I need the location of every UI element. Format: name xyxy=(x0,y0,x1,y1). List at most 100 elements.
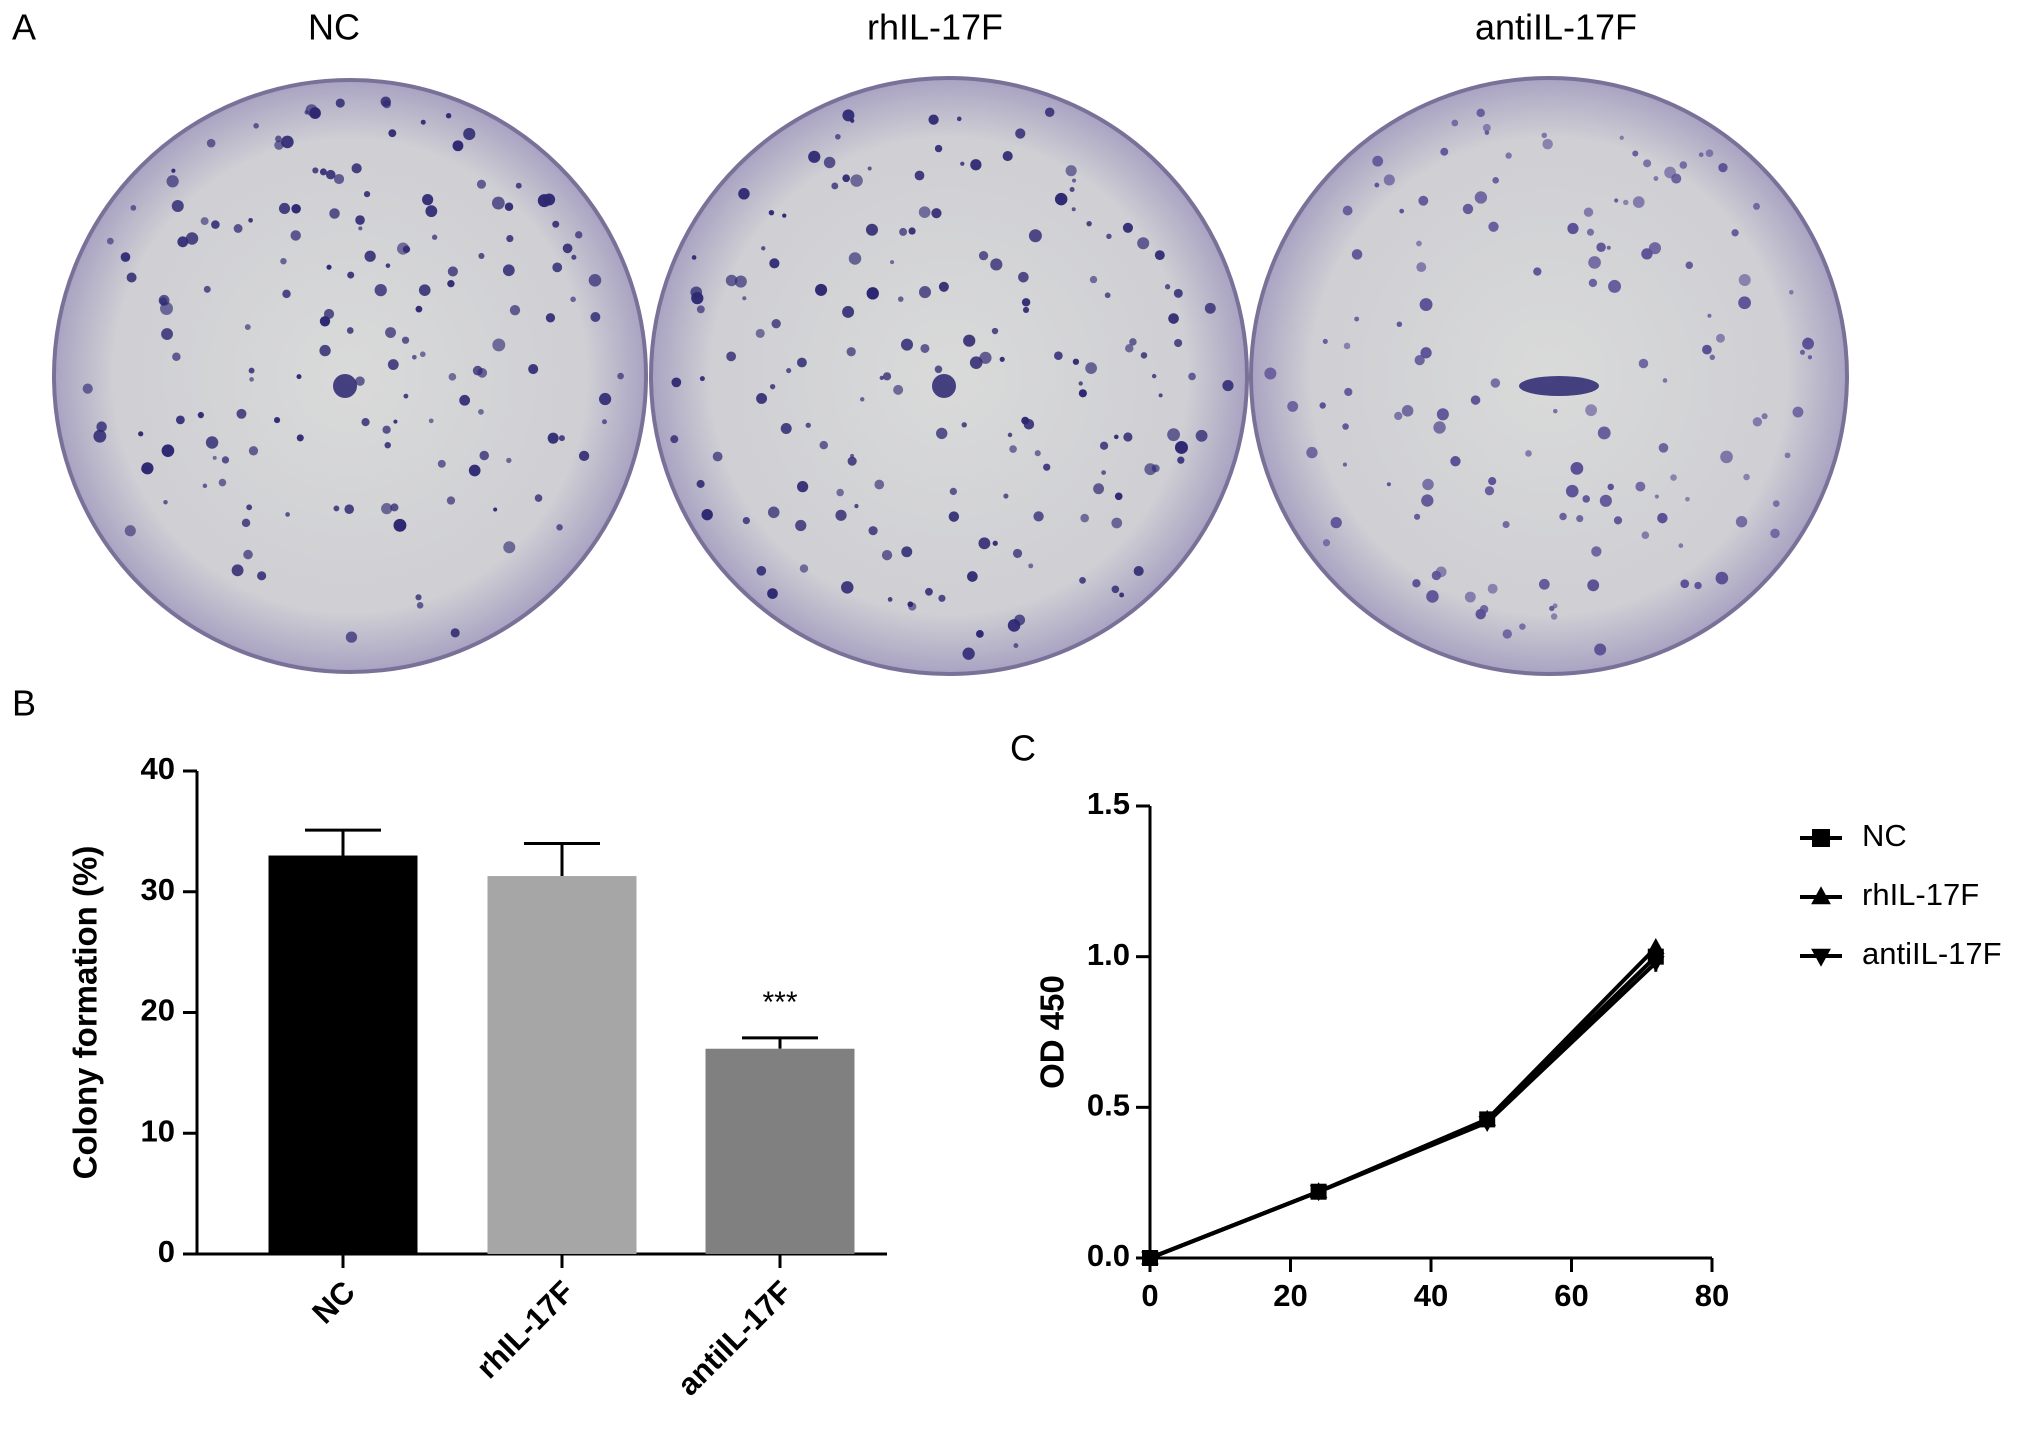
colony xyxy=(1054,192,1068,206)
colony xyxy=(1114,434,1119,440)
x-tick-label: rhIL-17F xyxy=(470,1274,581,1385)
colony xyxy=(1372,155,1384,167)
annotation: *** xyxy=(762,986,797,1019)
colony xyxy=(1089,275,1098,284)
colony xyxy=(1154,250,1165,261)
marker xyxy=(1478,1116,1496,1132)
colony xyxy=(1664,166,1676,179)
colony xyxy=(712,451,723,462)
bar xyxy=(487,876,637,1254)
colony xyxy=(925,587,933,596)
colony xyxy=(171,168,176,173)
colony xyxy=(786,368,792,374)
colony xyxy=(1613,516,1623,525)
colony xyxy=(445,113,452,119)
colony xyxy=(599,392,612,406)
colony xyxy=(1482,123,1491,132)
colony xyxy=(233,224,243,233)
colony xyxy=(918,286,932,299)
colony xyxy=(1435,566,1447,578)
colony xyxy=(734,275,747,288)
colony xyxy=(1789,290,1794,295)
marker xyxy=(1811,886,1831,905)
colony xyxy=(920,343,930,354)
colony xyxy=(918,206,931,219)
y-tick-label: 0.5 xyxy=(1087,1088,1130,1123)
colony xyxy=(1716,333,1725,343)
colony xyxy=(756,565,767,576)
colony xyxy=(1487,583,1498,594)
colony xyxy=(1412,579,1421,588)
colony xyxy=(726,351,737,362)
colony xyxy=(278,202,291,215)
colony xyxy=(452,140,464,152)
colony xyxy=(1418,195,1429,206)
colony xyxy=(588,274,602,287)
colony xyxy=(1174,338,1183,348)
colony xyxy=(506,457,512,464)
colony xyxy=(671,377,682,388)
colony xyxy=(1614,198,1619,203)
colony xyxy=(948,511,960,522)
x-tick-label: NC xyxy=(305,1274,361,1330)
colony xyxy=(1354,316,1360,322)
colony xyxy=(106,237,114,245)
colony xyxy=(382,425,391,434)
colony xyxy=(936,427,948,440)
colony xyxy=(281,135,294,149)
colony xyxy=(1599,494,1612,507)
colony xyxy=(842,109,855,122)
colony xyxy=(767,506,780,519)
colony xyxy=(570,296,576,303)
colony xyxy=(138,431,144,437)
colony xyxy=(893,384,904,395)
colony-cluster xyxy=(333,374,357,398)
photo-title: rhIL-17F xyxy=(867,7,1003,48)
colony xyxy=(534,494,543,502)
colony xyxy=(1394,411,1403,421)
colony xyxy=(897,296,904,302)
colony xyxy=(1101,470,1106,475)
colony xyxy=(670,435,679,444)
x-tick-label: antiIL-17F xyxy=(670,1274,798,1402)
legend-label: antiIL-17F xyxy=(1862,936,2002,971)
colony xyxy=(1707,313,1712,318)
colony xyxy=(914,170,925,181)
colony xyxy=(401,336,410,344)
colony xyxy=(1399,208,1405,214)
colony xyxy=(1344,387,1353,397)
colony xyxy=(1709,354,1716,360)
colony xyxy=(696,479,705,488)
colony xyxy=(478,252,485,260)
colony xyxy=(492,338,506,352)
colony xyxy=(448,373,457,381)
colony xyxy=(865,223,878,236)
colony xyxy=(388,129,397,138)
colony xyxy=(881,549,893,561)
colony xyxy=(831,182,839,190)
colony xyxy=(1401,405,1414,417)
colony xyxy=(1792,406,1804,418)
colony xyxy=(1685,261,1693,269)
colony xyxy=(285,512,290,517)
colony xyxy=(1588,256,1601,269)
colony xyxy=(1264,367,1277,380)
dish-photos xyxy=(52,76,1849,676)
colony xyxy=(1475,608,1486,620)
colony xyxy=(291,204,301,214)
colony xyxy=(1685,496,1690,502)
colony xyxy=(847,456,857,466)
colony xyxy=(197,411,205,419)
colony xyxy=(1549,605,1555,612)
colony xyxy=(141,462,154,475)
colony xyxy=(934,365,943,374)
colony xyxy=(1476,108,1485,118)
colony xyxy=(218,478,227,487)
colony xyxy=(907,601,914,608)
colony xyxy=(428,418,434,424)
colony xyxy=(742,516,750,525)
colony xyxy=(1173,288,1183,298)
marker xyxy=(1141,1251,1159,1268)
colony xyxy=(504,202,514,211)
colony xyxy=(1587,579,1600,592)
